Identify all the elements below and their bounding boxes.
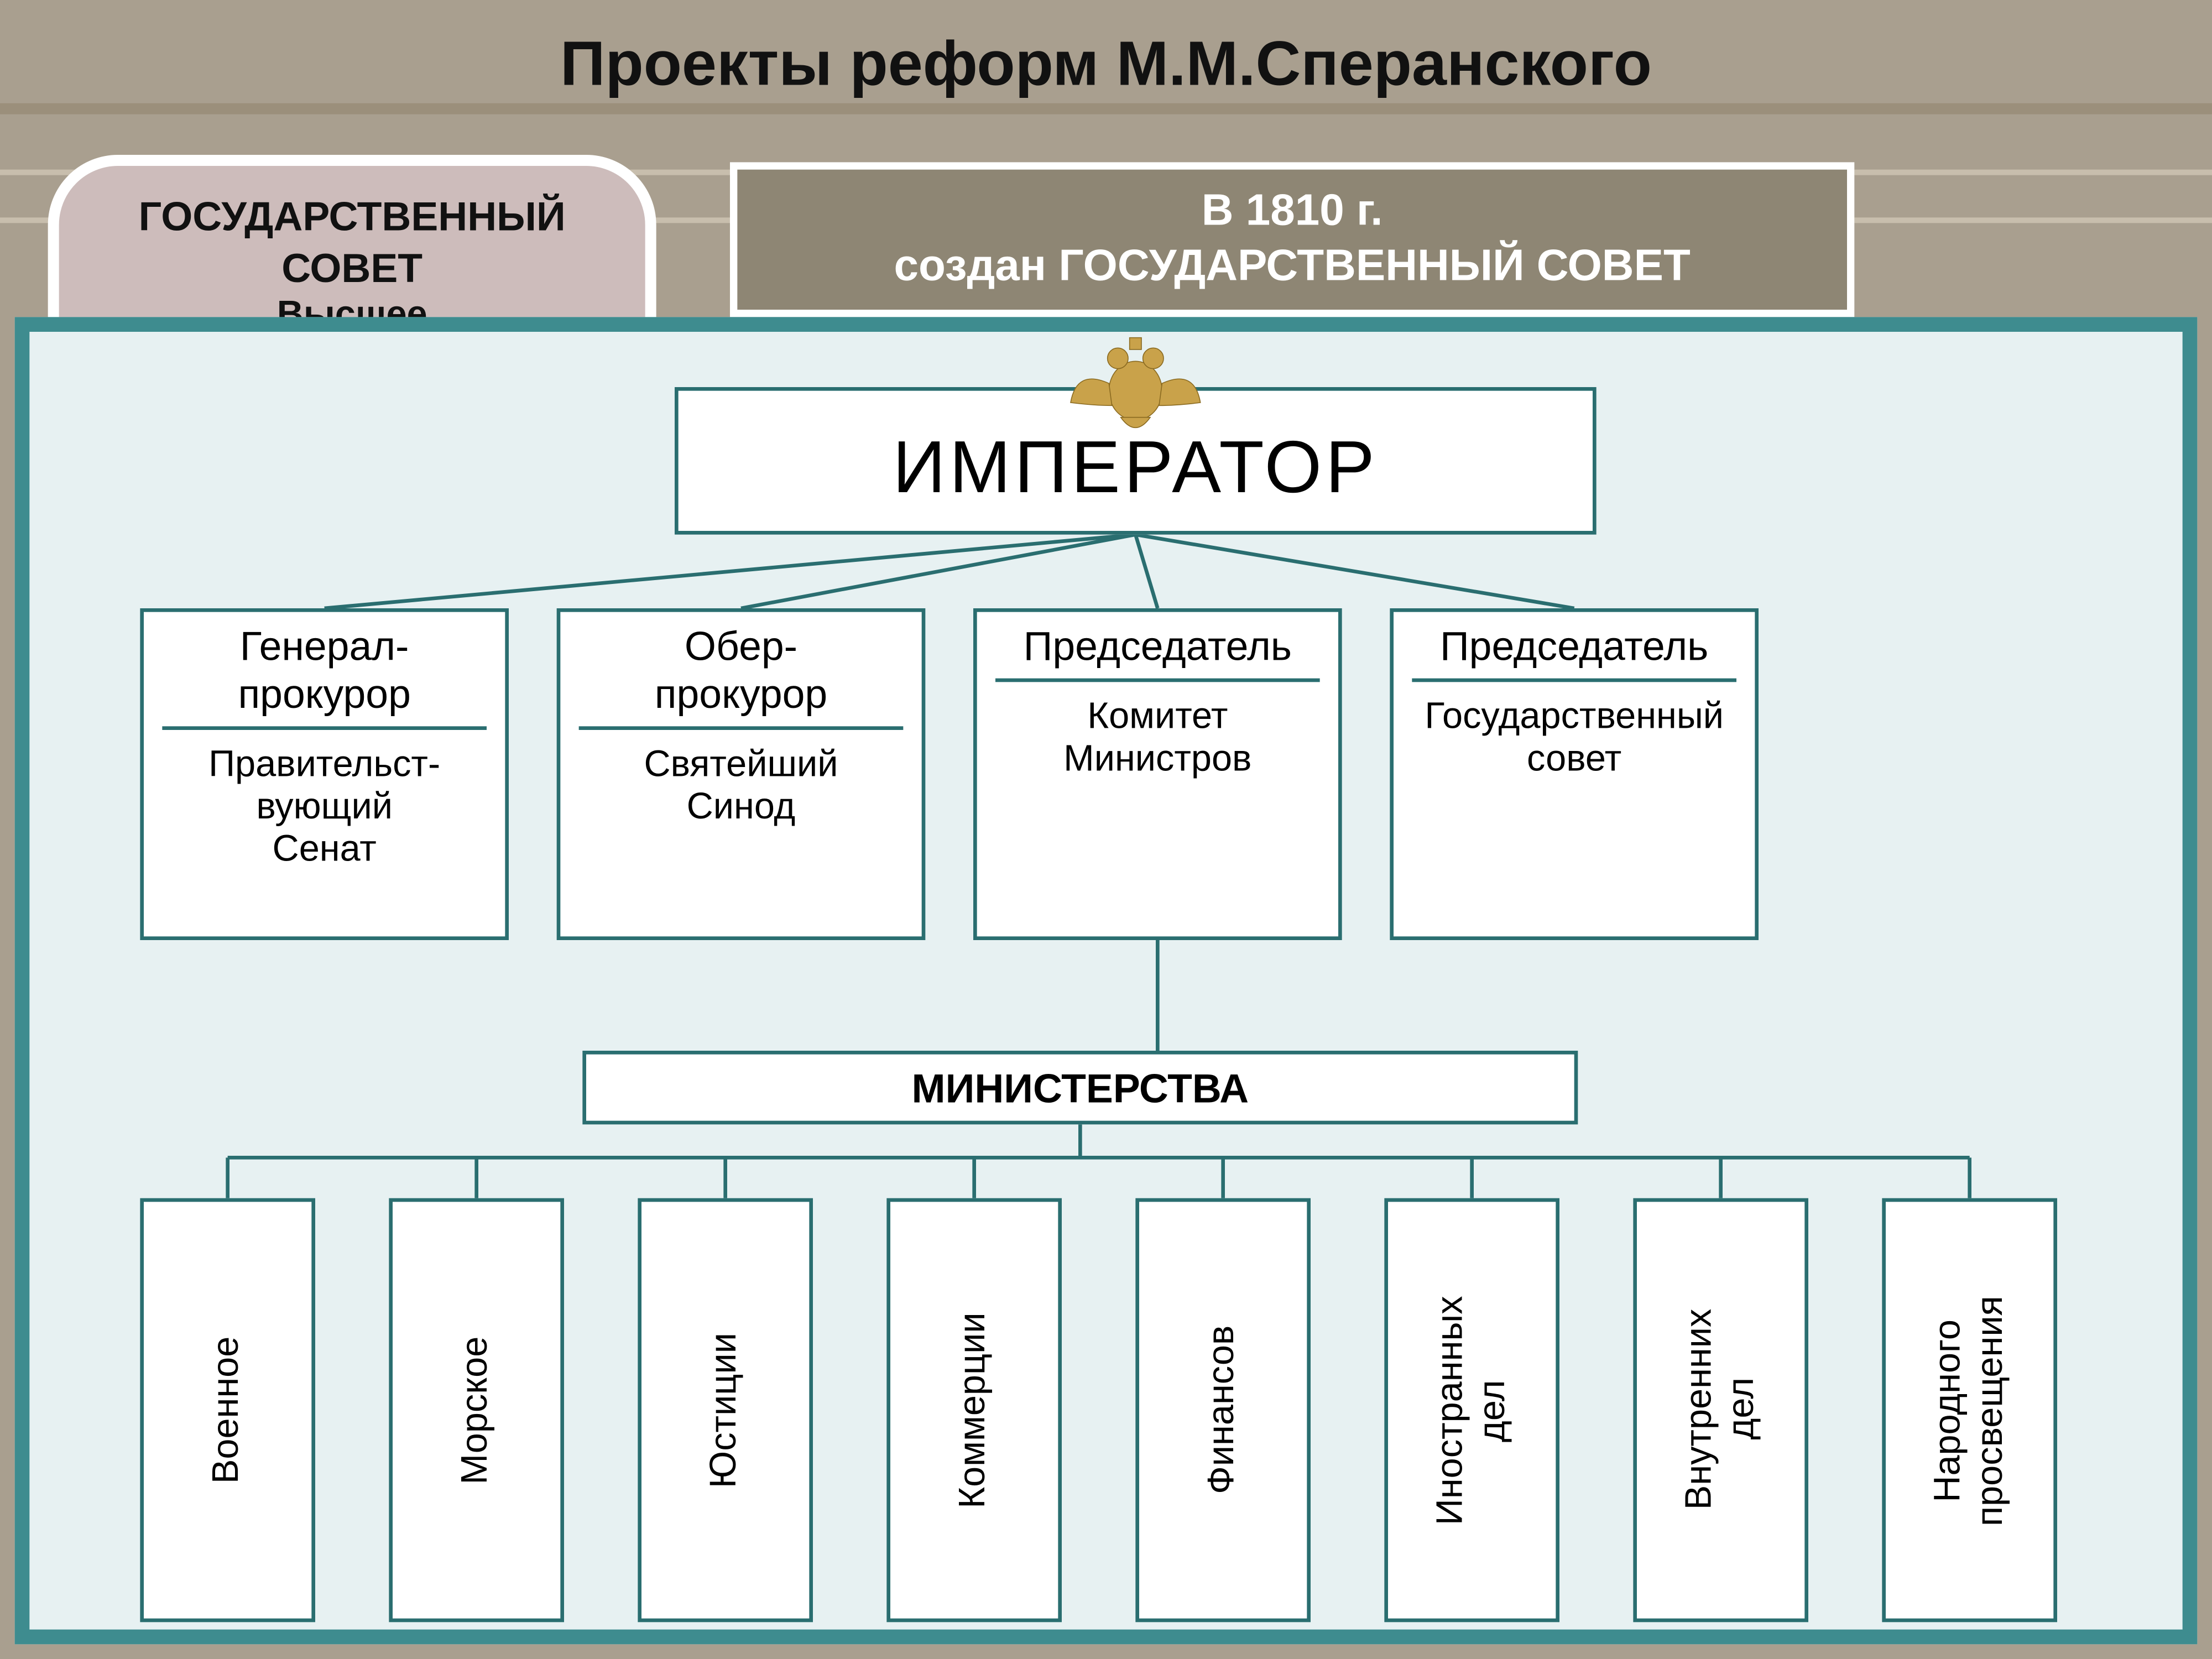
ministries-label: МИНИСТЕРСТВА (586, 1055, 1574, 1125)
ministry-label: Морское (455, 1336, 498, 1484)
branch-box: ПредседательКомитет Министров (973, 608, 1342, 940)
branch-body: Правительст- вующий Сенат (144, 730, 505, 890)
banner-line2: создан ГОСУДАРСТВЕННЫЙ СОВЕТ (763, 239, 1821, 295)
branch-head: Председатель (977, 612, 1338, 679)
banner-state-council: В 1810 г. создан ГОСУДАРСТВЕННЫЙ СОВЕТ (730, 162, 1854, 317)
callout-heading: ГОСУДАРСТВЕННЫЙ СОВЕТ (81, 192, 623, 293)
ministry-label: Финансов (1202, 1326, 1244, 1494)
branch-body: Комитет Министров (977, 682, 1338, 800)
branch-box: Генерал- прокурорПравительст- вующий Сен… (140, 608, 509, 940)
ministry-box: Иностранных дел (1384, 1198, 1559, 1623)
banner-line1: В 1810 г. (763, 184, 1821, 239)
ministry-box: Народного просвещения (1882, 1198, 2057, 1623)
emperor-box: ИМПЕРАТОР (675, 387, 1597, 535)
branch-box: Обер- прокурорСвятейший Синод (557, 608, 926, 940)
stripe (0, 103, 2212, 114)
ministries-box: МИНИСТЕРСТВА (582, 1051, 1578, 1124)
ministry-box: Морское (389, 1198, 564, 1623)
ministry-label: Военное (206, 1337, 249, 1484)
ministry-label: Иностранных дел (1430, 1296, 1514, 1525)
divider (995, 679, 1320, 682)
ministry-box: Военное (140, 1198, 315, 1623)
slide-title: Проекты реформ М.М.Сперанского (0, 29, 2212, 101)
ministry-label: Юстиции (704, 1332, 747, 1488)
branch-head: Генерал- прокурор (144, 612, 505, 727)
branch-box: ПредседательГосударственный совет (1390, 608, 1759, 940)
ministry-label: Коммерции (953, 1312, 995, 1508)
diagram-frame: ИМПЕРАТОР Генерал- прокурорПравительст- … (15, 317, 2198, 1644)
ministry-label: Народного просвещения (1927, 1295, 2012, 1526)
ministry-box: Внутренних дел (1633, 1198, 1808, 1623)
divider (1412, 679, 1736, 682)
branch-head: Обер- прокурор (560, 612, 921, 727)
branch-body: Святейший Синод (560, 730, 921, 848)
ministry-box: Финансов (1135, 1198, 1311, 1623)
branch-body: Государственный совет (1394, 682, 1755, 800)
emperor-label: ИМПЕРАТОР (679, 391, 1593, 529)
ministry-label: Внутренних дел (1678, 1310, 1763, 1511)
branch-head: Председатель (1394, 612, 1755, 679)
ministry-box: Коммерции (886, 1198, 1062, 1623)
ministry-box: Юстиции (638, 1198, 813, 1623)
